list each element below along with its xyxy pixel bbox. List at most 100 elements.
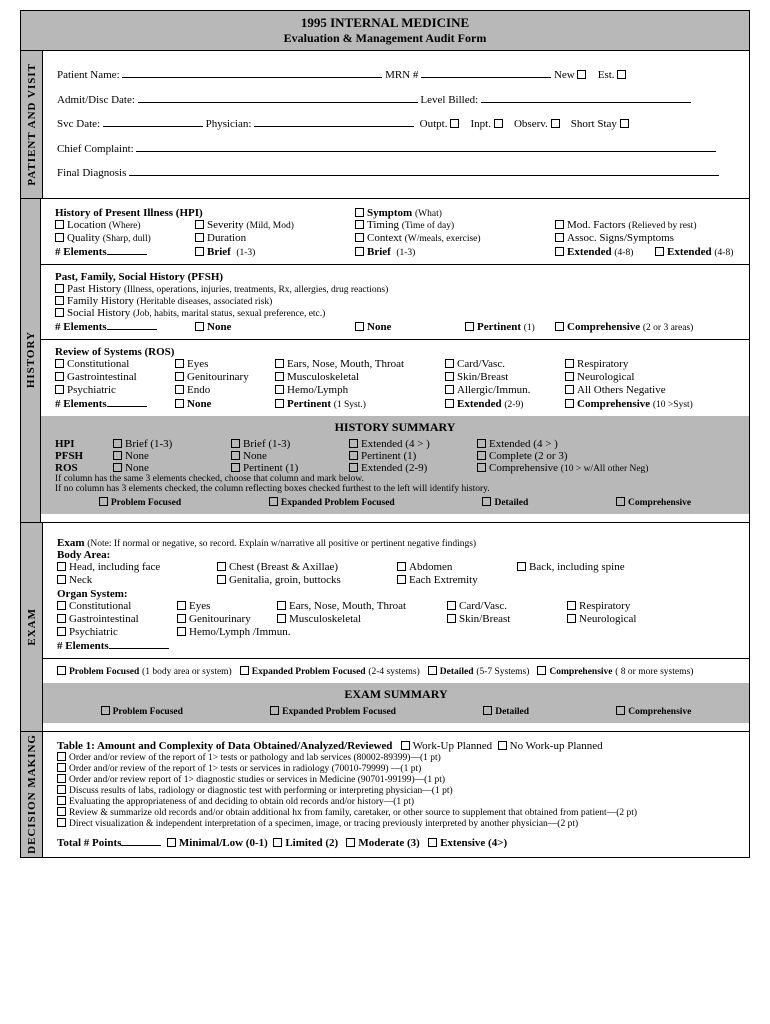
- field-final[interactable]: [129, 175, 719, 176]
- checkbox-hpi-quality[interactable]: [55, 233, 64, 242]
- cb-hs-ros-1[interactable]: [113, 463, 122, 472]
- cb-hs-hpi-1[interactable]: [113, 439, 122, 448]
- checkbox-pfsh-comp[interactable]: [555, 322, 564, 331]
- cb-os-const[interactable]: [57, 601, 66, 610]
- checkbox-hpi-assoc[interactable]: [555, 233, 564, 242]
- cb-es-epf[interactable]: [270, 706, 279, 715]
- cb-os-neuro[interactable]: [567, 614, 576, 623]
- cb-hs-ros-2[interactable]: [231, 463, 240, 472]
- checkbox-ros-musc[interactable]: [275, 372, 284, 381]
- checkbox-ros-endo[interactable]: [175, 385, 184, 394]
- cb-ba-gen[interactable]: [217, 575, 226, 584]
- field-pfsh-elements[interactable]: [107, 329, 157, 330]
- cb-dm-6[interactable]: [57, 807, 66, 816]
- field-total-points[interactable]: [121, 845, 161, 846]
- cb-hs-ros-4[interactable]: [477, 463, 486, 472]
- cb-os-psych[interactable]: [57, 627, 66, 636]
- cb-dm-1[interactable]: [57, 752, 66, 761]
- cb-dm-4[interactable]: [57, 785, 66, 794]
- checkbox-hpi-ext1[interactable]: [555, 247, 564, 256]
- checkbox-hpi-brief2[interactable]: [355, 247, 364, 256]
- checkbox-new[interactable]: [577, 70, 586, 79]
- cb-dm-3[interactable]: [57, 774, 66, 783]
- checkbox-pfsh-past[interactable]: [55, 284, 64, 293]
- cb-ba-chest[interactable]: [217, 562, 226, 571]
- cb-os-eyes[interactable]: [177, 601, 186, 610]
- cb-hs-hpi-4[interactable]: [477, 439, 486, 448]
- cb-ba-abd[interactable]: [397, 562, 406, 571]
- cb-hs-epf[interactable]: [269, 497, 278, 506]
- cb-dm-7[interactable]: [57, 818, 66, 827]
- cb-ex-comp[interactable]: [537, 666, 546, 675]
- field-chief[interactable]: [136, 151, 716, 152]
- cb-dm-mod[interactable]: [346, 838, 355, 847]
- checkbox-inpt[interactable]: [494, 119, 503, 128]
- cb-ex-pf[interactable]: [57, 666, 66, 675]
- cb-os-gi[interactable]: [57, 614, 66, 623]
- cb-nwup[interactable]: [498, 741, 507, 750]
- cb-es-pf[interactable]: [101, 706, 110, 715]
- cb-os-musc[interactable]: [277, 614, 286, 623]
- cb-os-card[interactable]: [447, 601, 456, 610]
- cb-dm-2[interactable]: [57, 763, 66, 772]
- field-exam-elements[interactable]: [109, 648, 169, 649]
- checkbox-est[interactable]: [617, 70, 626, 79]
- checkbox-ros-psych[interactable]: [55, 385, 64, 394]
- cb-ba-ext[interactable]: [397, 575, 406, 584]
- checkbox-ros-pert[interactable]: [275, 399, 284, 408]
- cb-hs-pfsh-4[interactable]: [477, 451, 486, 460]
- cb-dm-5[interactable]: [57, 796, 66, 805]
- checkbox-ros-const[interactable]: [55, 359, 64, 368]
- checkbox-hpi-modfactors[interactable]: [555, 220, 564, 229]
- checkbox-ros-gi[interactable]: [55, 372, 64, 381]
- checkbox-hpi-duration[interactable]: [195, 233, 204, 242]
- cb-ex-det[interactable]: [428, 666, 437, 675]
- checkbox-ros-skin[interactable]: [445, 372, 454, 381]
- checkbox-pfsh-none2[interactable]: [355, 322, 364, 331]
- field-patient-name[interactable]: [122, 77, 382, 78]
- checkbox-hpi-brief1[interactable]: [195, 247, 204, 256]
- cb-hs-pfsh-2[interactable]: [231, 451, 240, 460]
- cb-hs-det[interactable]: [482, 497, 491, 506]
- cb-wup[interactable]: [401, 741, 410, 750]
- cb-os-hemo[interactable]: [177, 627, 186, 636]
- cb-ba-neck[interactable]: [57, 575, 66, 584]
- checkbox-outpt[interactable]: [450, 119, 459, 128]
- checkbox-pfsh-none1[interactable]: [195, 322, 204, 331]
- cb-hs-hpi-3[interactable]: [349, 439, 358, 448]
- cb-os-skin[interactable]: [447, 614, 456, 623]
- field-physician[interactable]: [254, 126, 414, 127]
- field-level-billed[interactable]: [481, 102, 691, 103]
- checkbox-hpi-location[interactable]: [55, 220, 64, 229]
- field-hpi-elements[interactable]: [107, 254, 147, 255]
- checkbox-ros-gu[interactable]: [175, 372, 184, 381]
- checkbox-hpi-severity[interactable]: [195, 220, 204, 229]
- checkbox-ros-allerg[interactable]: [445, 385, 454, 394]
- checkbox-ros-card[interactable]: [445, 359, 454, 368]
- field-mrn[interactable]: [421, 77, 551, 78]
- checkbox-ros-hemo[interactable]: [275, 385, 284, 394]
- checkbox-hpi-context[interactable]: [355, 233, 364, 242]
- checkbox-pfsh-family[interactable]: [55, 296, 64, 305]
- checkbox-ros-eyes[interactable]: [175, 359, 184, 368]
- cb-os-enmt[interactable]: [277, 601, 286, 610]
- cb-os-gu[interactable]: [177, 614, 186, 623]
- checkbox-pfsh-pertinent[interactable]: [465, 322, 474, 331]
- cb-hs-hpi-2[interactable]: [231, 439, 240, 448]
- cb-es-comp[interactable]: [616, 706, 625, 715]
- checkbox-hpi-timing[interactable]: [355, 220, 364, 229]
- cb-dm-min[interactable]: [167, 838, 176, 847]
- cb-es-det[interactable]: [483, 706, 492, 715]
- cb-ba-back[interactable]: [517, 562, 526, 571]
- checkbox-ros-neuro[interactable]: [565, 372, 574, 381]
- field-admit[interactable]: [138, 102, 418, 103]
- cb-hs-comp[interactable]: [616, 497, 625, 506]
- checkbox-ros-enmt[interactable]: [275, 359, 284, 368]
- checkbox-pfsh-social[interactable]: [55, 308, 64, 317]
- cb-dm-lim[interactable]: [273, 838, 282, 847]
- checkbox-ros-resp[interactable]: [565, 359, 574, 368]
- cb-hs-pf[interactable]: [99, 497, 108, 506]
- cb-ex-epf[interactable]: [240, 666, 249, 675]
- cb-hs-pfsh-3[interactable]: [349, 451, 358, 460]
- field-ros-elements[interactable]: [107, 406, 147, 407]
